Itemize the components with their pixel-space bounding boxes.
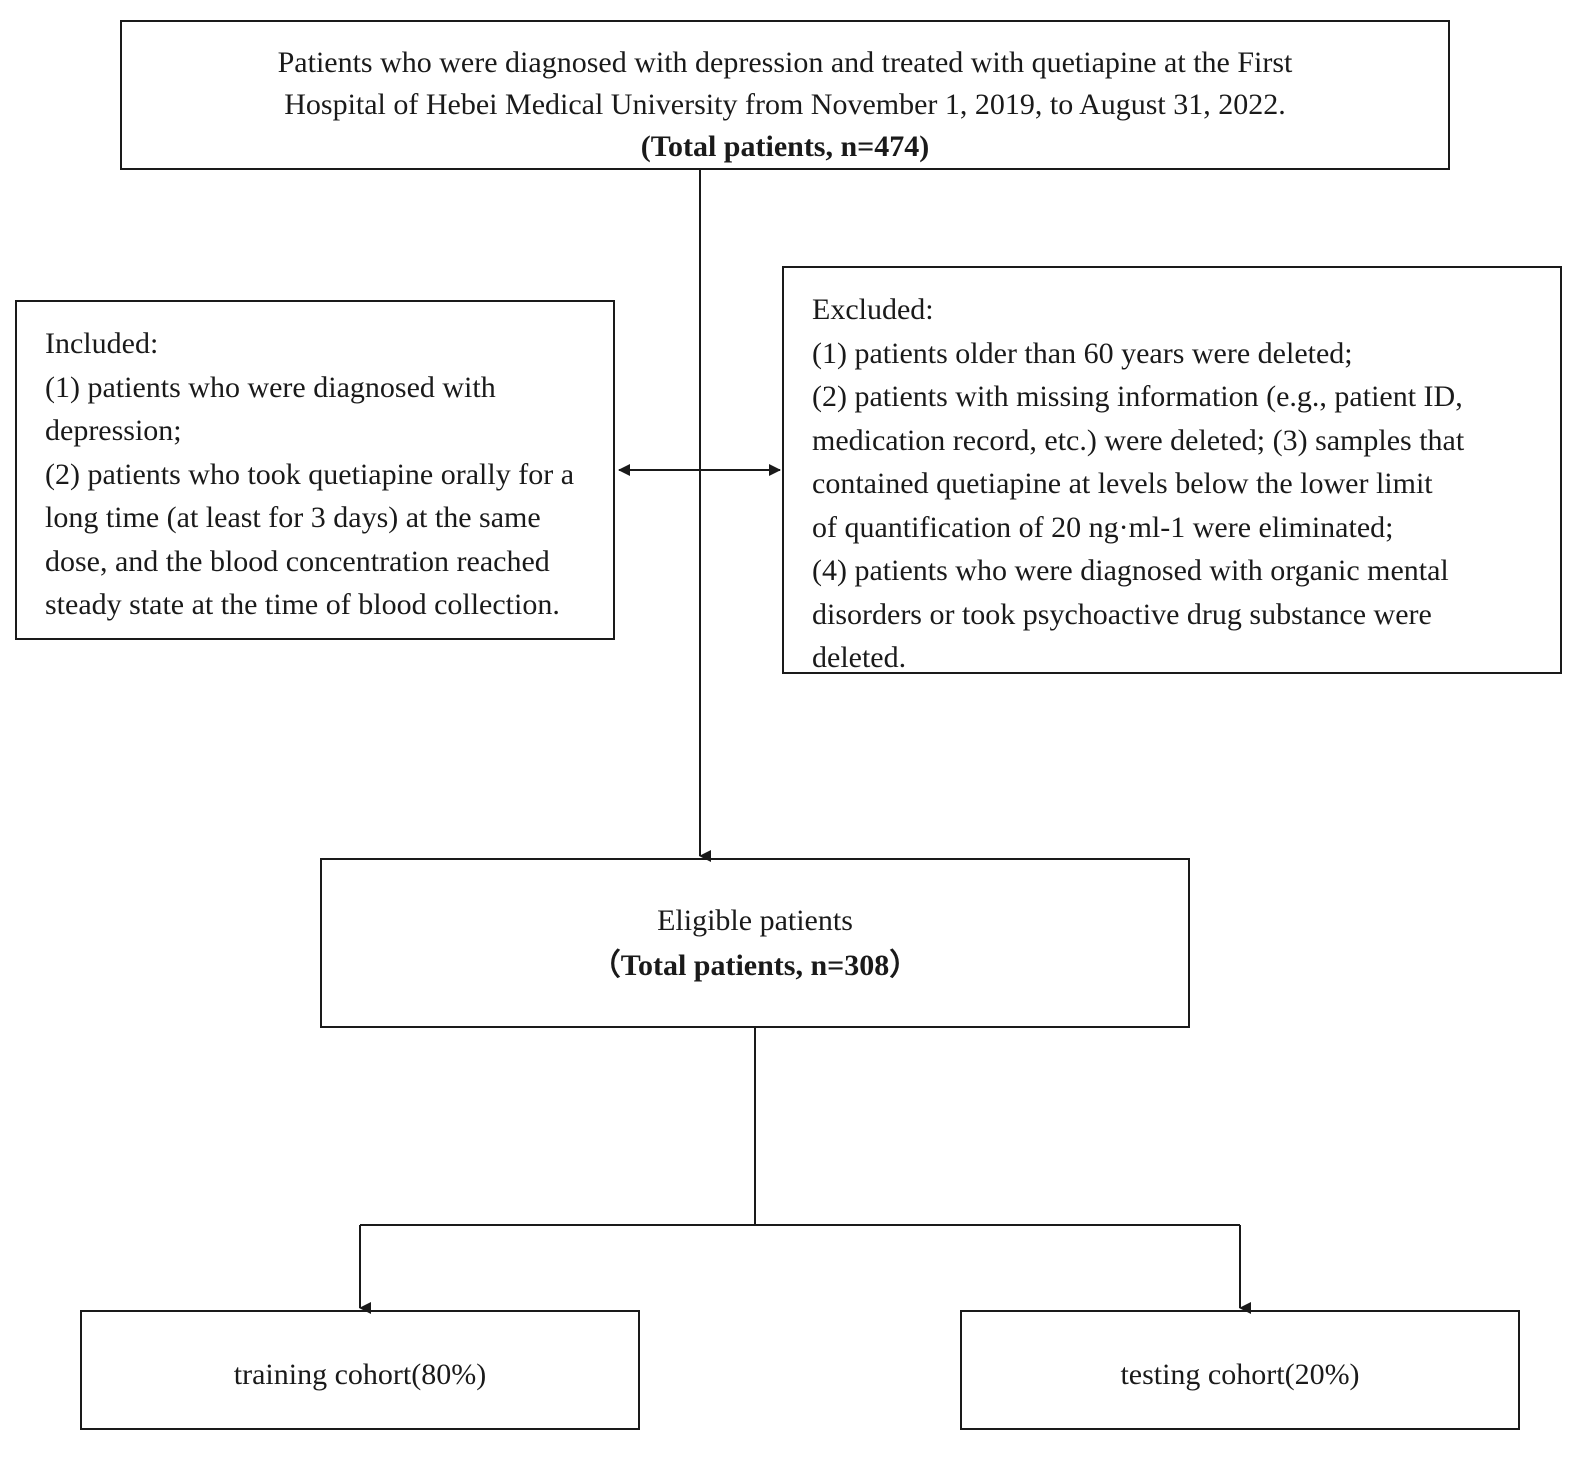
flowchart-connectors: [0, 0, 1593, 1460]
